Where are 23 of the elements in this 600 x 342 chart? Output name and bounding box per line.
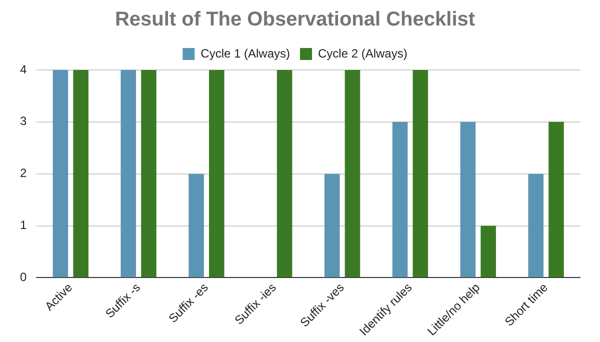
bar [548,122,564,278]
bar [188,174,204,278]
bar [120,70,136,278]
bar [528,174,544,278]
y-tick-label: 2 [20,166,27,180]
bar [52,70,68,278]
bar [276,70,292,278]
legend-label: Cycle 1 (Always) [200,46,290,60]
bar [480,226,496,278]
chart-title: Result of The Observational Checklist [114,8,476,31]
bar [460,122,476,278]
y-tick-label: 0 [20,270,27,284]
bar [141,70,156,278]
bar [209,70,224,278]
bar [344,70,360,278]
y-tick-label: 4 [20,62,27,76]
bar [324,174,340,278]
y-tick-label: 1 [20,218,27,232]
bar [392,122,408,278]
y-tick-label: 3 [20,114,27,128]
bar [412,70,428,278]
bar [73,70,88,278]
legend-label: Cycle 2 (Always) [318,46,408,60]
